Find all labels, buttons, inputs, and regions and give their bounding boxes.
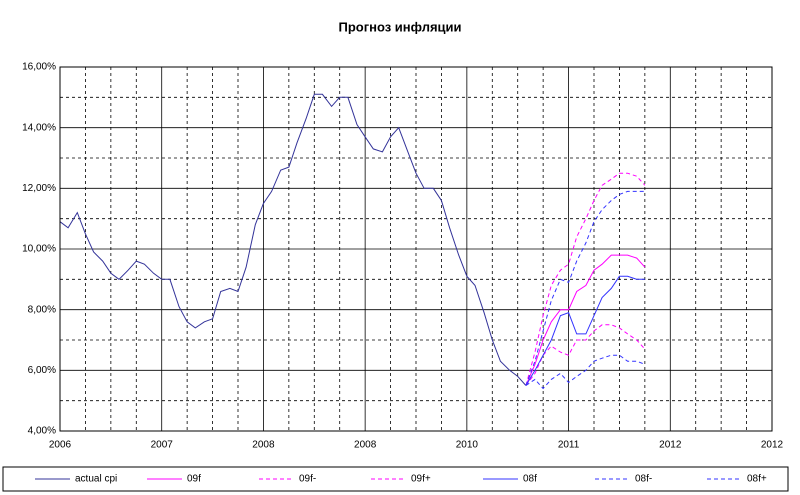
chart-title: Прогноз инфляции: [338, 19, 461, 34]
series-line: [525, 190, 645, 386]
legend-label: 09f-: [299, 474, 316, 485]
x-tick-label: 2008: [252, 440, 275, 451]
y-tick-label: 12,00%: [22, 183, 56, 194]
y-tick-label: 16,00%: [22, 62, 56, 73]
legend-label: 09f: [187, 474, 201, 485]
y-tick-label: 14,00%: [22, 122, 56, 133]
series-line: [525, 254, 646, 386]
y-tick-label: 10,00%: [22, 244, 56, 255]
series-line: [525, 275, 645, 386]
x-tick-label: 2008: [354, 440, 377, 451]
y-tick-label: 8,00%: [28, 304, 56, 315]
series-line: [525, 324, 646, 386]
x-tick-label: 2012: [761, 440, 784, 451]
legend-label: 08f: [523, 474, 537, 485]
legend-label: 08f-: [635, 474, 652, 485]
legend-label: actual cpi: [75, 474, 117, 485]
series-line: [525, 354, 646, 390]
x-tick-label: 2011: [558, 440, 580, 451]
legend-box: [2, 466, 789, 492]
x-tick-label: 2007: [151, 440, 174, 451]
series-line: [59, 93, 527, 386]
legend-label: 09f+: [411, 474, 431, 485]
x-tick-label: 2006: [49, 440, 72, 451]
y-tick-label: 4,00%: [28, 426, 56, 437]
x-tick-label: 2010: [456, 440, 479, 451]
y-tick-label: 6,00%: [28, 365, 56, 376]
legend-label: 08f+: [747, 474, 767, 485]
plot-border: [59, 66, 773, 432]
x-tick-label: 2012: [659, 440, 682, 451]
